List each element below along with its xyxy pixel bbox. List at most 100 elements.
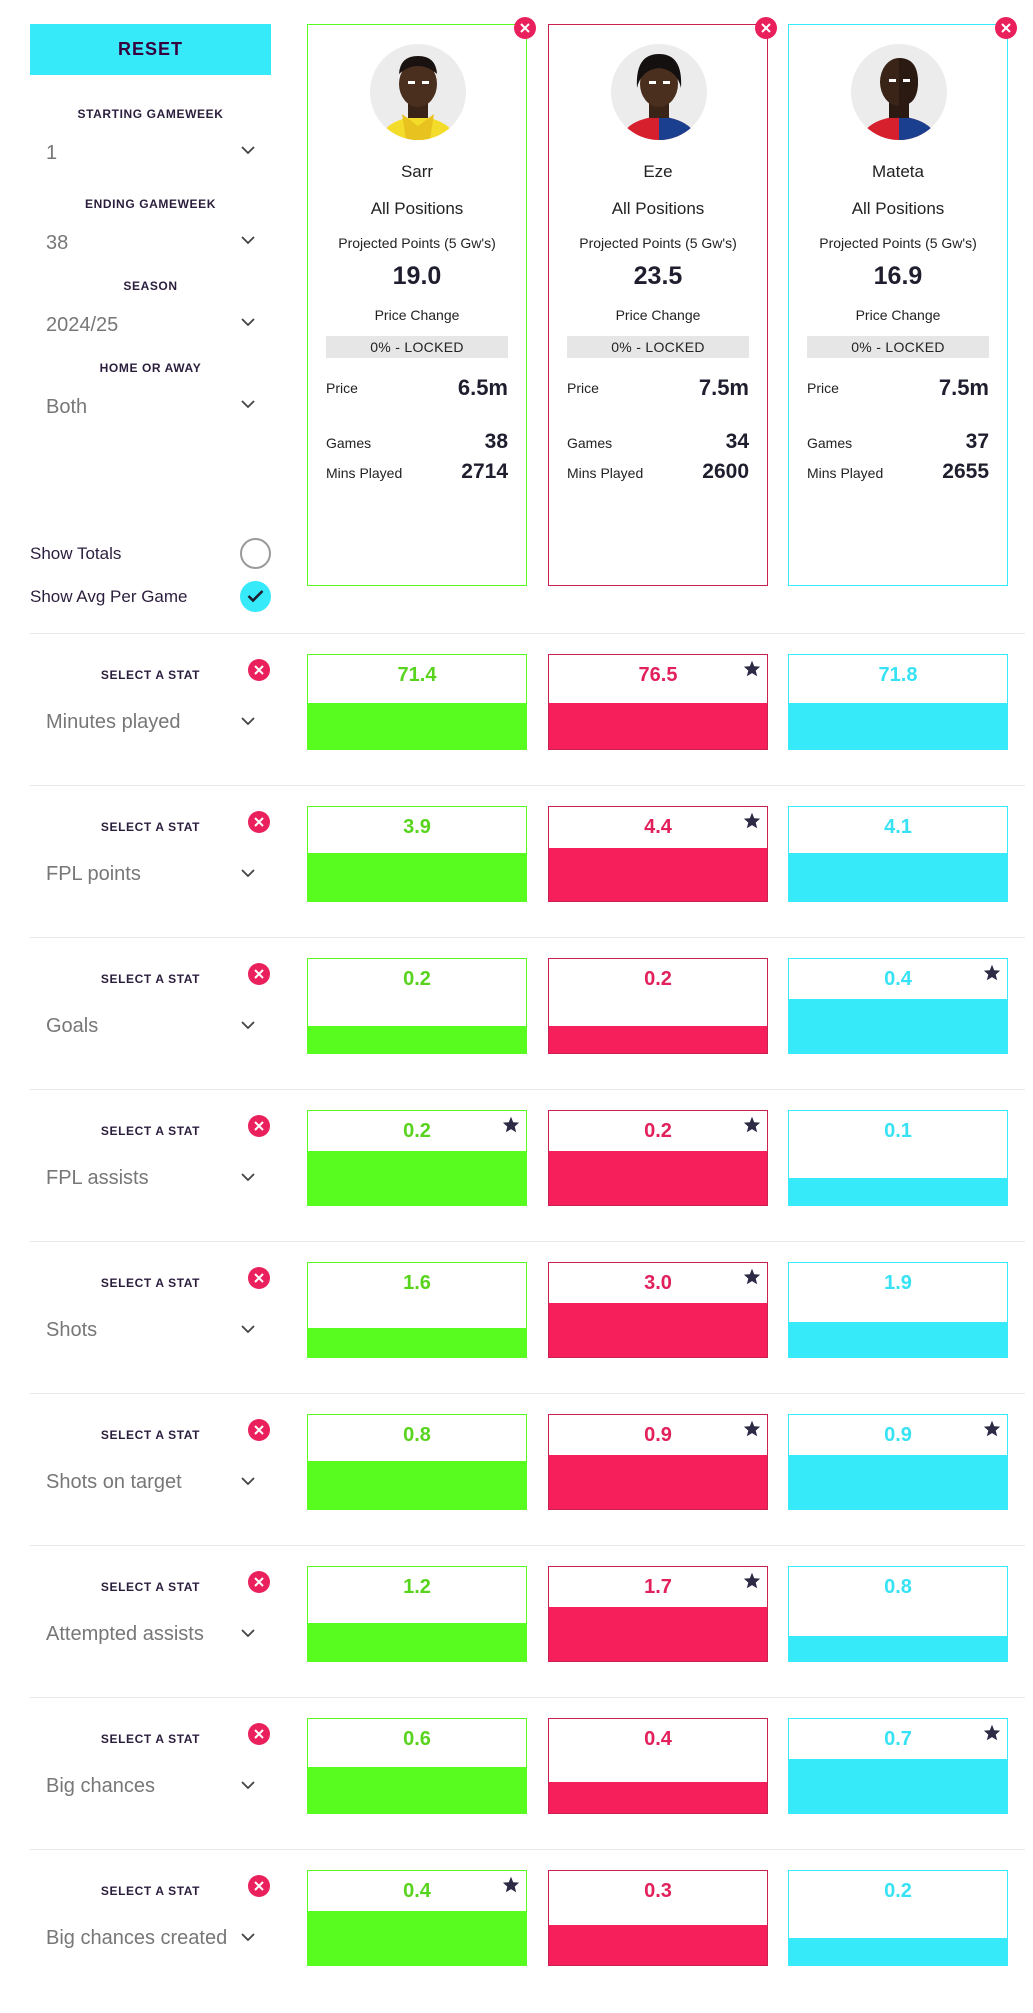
chevron-down-icon [241,1021,255,1030]
ending-gameweek-select[interactable]: 38 [30,219,271,267]
price-row: Price 6.5m [326,375,508,405]
remove-stat-icon[interactable] [248,811,270,833]
remove-stat-icon[interactable] [248,1267,270,1289]
price-row: Price 7.5m [807,375,989,405]
remove-stat-icon[interactable] [248,1571,270,1593]
chevron-down-icon [241,318,255,327]
star-icon [743,1420,761,1442]
mins-label: Mins Played [326,465,403,481]
remove-stat-icon[interactable] [248,659,270,681]
stat-value-box: 0.2 [307,958,527,1054]
remove-stat-icon[interactable] [248,1115,270,1137]
select-stat-label: SELECT A STAT [100,972,201,986]
star-icon [743,1116,761,1138]
stat-value: 0.9 [884,1424,912,1446]
projected-points-value: 19.0 [392,262,442,290]
mins-value: 2600 [702,460,749,483]
remove-stat-icon[interactable] [248,963,270,985]
price-row: Price 7.5m [567,375,749,405]
select-stat-label: SELECT A STAT [100,1276,201,1290]
stat-value-box: 0.4 [788,958,1008,1054]
projected-points-value: 16.9 [873,262,923,290]
player-avatar [851,44,947,140]
row-divider [30,1849,1025,1850]
stat-select-value: Big chances created [46,1927,228,1949]
stat-bar-fill [308,1623,526,1661]
price-value: 6.5m [457,375,508,400]
row-divider [30,1241,1025,1242]
games-label: Games [807,435,853,451]
stat-value-box: 0.2 [307,1110,527,1206]
stat-select[interactable]: Shots on target [30,1462,271,1502]
projected-points-label: Projected Points (5 Gw's) [819,235,977,251]
price-label: Price [807,380,839,396]
filter-panel: RESET STARTING GAMEWEEK 1 ENDING GAMEWEE… [30,24,271,431]
stat-bar-fill [308,1026,526,1053]
stat-value-box: 4.1 [788,806,1008,902]
stat-bar-fill [308,1461,526,1509]
select-stat-label: SELECT A STAT [100,1124,201,1138]
games-row: Games 37 [807,430,989,458]
stat-value: 0.2 [403,968,431,990]
stat-select[interactable]: Big chances [30,1766,271,1806]
stat-value: 0.4 [403,1880,431,1902]
stat-value: 0.1 [884,1120,912,1142]
mins-label: Mins Played [567,465,644,481]
projected-points-label: Projected Points (5 Gw's) [579,235,737,251]
remove-stat-icon[interactable] [248,1723,270,1745]
remove-player-icon[interactable] [514,17,536,39]
stat-select[interactable]: Goals [30,1006,271,1046]
stat-value: 0.4 [884,968,912,990]
stat-select[interactable]: Minutes played [30,702,271,742]
home-away-value: Both [46,396,88,418]
stat-value: 0.6 [403,1728,431,1750]
stat-select-value: Goals [46,1015,99,1037]
stat-value: 1.9 [884,1272,912,1294]
stat-bar-fill [549,1782,767,1813]
stat-select[interactable]: Shots [30,1310,271,1350]
projected-points-label: Projected Points (5 Gw's) [338,235,496,251]
mins-value: 2714 [461,460,508,483]
price-change-label: Price Change [374,307,460,323]
row-divider [30,633,1025,634]
remove-stat-icon[interactable] [248,1419,270,1441]
stat-bar-fill [549,1607,767,1661]
stat-select-value: FPL assists [46,1167,149,1189]
remove-player-icon[interactable] [995,17,1017,39]
stat-value-box: 0.9 [548,1414,768,1510]
chevron-down-icon [241,1781,255,1790]
price-change-label: Price Change [615,307,701,323]
stat-select[interactable]: FPL points [30,854,271,894]
reset-button[interactable]: RESET [30,24,271,75]
player-card-mateta: Mateta All Positions Projected Points (5… [788,17,1017,586]
remove-stat-icon[interactable] [248,1875,270,1897]
row-divider [30,1545,1025,1546]
home-away-select[interactable]: Both [30,383,271,431]
show-totals-toggle[interactable]: Show Totals [30,538,271,570]
stat-value-box: 0.9 [788,1414,1008,1510]
projected-points-value: 23.5 [633,262,683,290]
mins-value: 2655 [942,460,989,483]
season-label: SEASON [123,279,178,293]
checkmark-icon[interactable] [240,581,271,612]
stat-select[interactable]: FPL assists [30,1158,271,1198]
price-change-value: 0% - LOCKED [567,336,749,358]
player-name: Eze [643,162,673,181]
stat-select[interactable]: Big chances created [30,1918,271,1958]
star-icon [743,1268,761,1290]
season-select[interactable]: 2024/25 [30,301,271,349]
chevron-down-icon [241,236,255,245]
stat-select[interactable]: Attempted assists [30,1614,271,1654]
stat-bar-fill [789,1455,1007,1509]
radio-unchecked-icon[interactable] [240,538,271,569]
show-avg-toggle[interactable]: Show Avg Per Game [30,581,271,613]
stat-value: 76.5 [638,664,678,686]
starting-gameweek-select[interactable]: 1 [30,129,271,177]
star-icon [743,660,761,682]
stat-value-box: 0.2 [788,1870,1008,1966]
stat-value-box: 71.8 [788,654,1008,750]
remove-player-icon[interactable] [755,17,777,39]
games-value: 34 [725,430,749,453]
stat-value-box: 4.4 [548,806,768,902]
stat-value-box: 3.9 [307,806,527,902]
